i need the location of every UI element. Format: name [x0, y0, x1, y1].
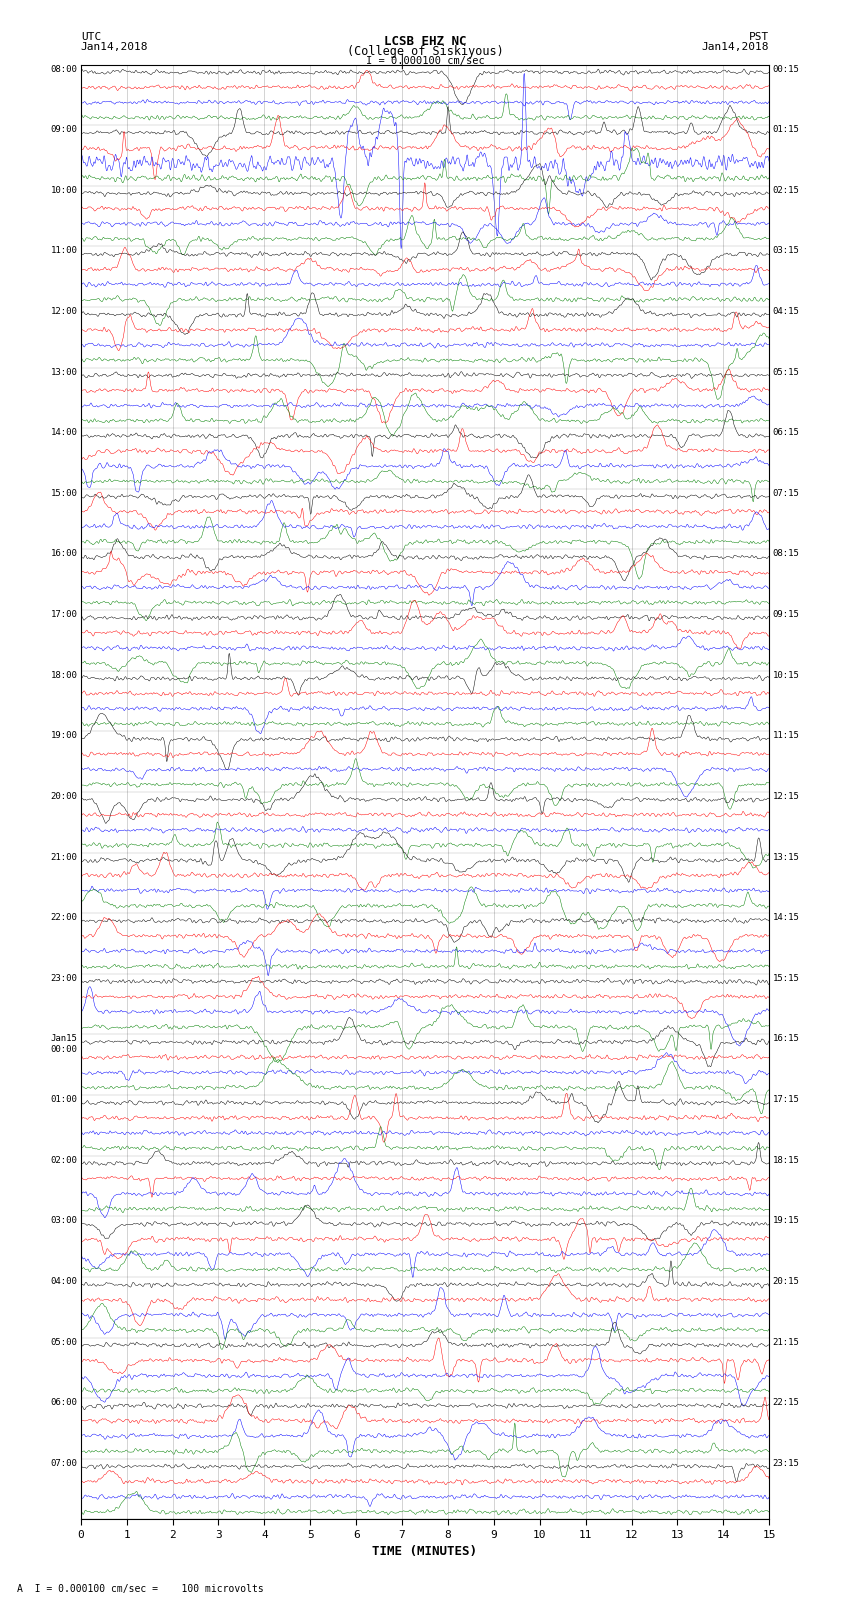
Text: 16:00: 16:00: [50, 550, 77, 558]
Text: 13:15: 13:15: [773, 853, 800, 861]
Text: (College of Siskiyous): (College of Siskiyous): [347, 45, 503, 58]
Text: 12:00: 12:00: [50, 306, 77, 316]
Text: 15:00: 15:00: [50, 489, 77, 498]
Text: I = 0.000100 cm/sec: I = 0.000100 cm/sec: [366, 56, 484, 66]
Text: 01:15: 01:15: [773, 126, 800, 134]
Text: Jan14,2018: Jan14,2018: [702, 42, 769, 52]
Text: 02:15: 02:15: [773, 185, 800, 195]
Text: 22:15: 22:15: [773, 1398, 800, 1407]
Text: Jan15
00:00: Jan15 00:00: [50, 1034, 77, 1053]
Text: 18:15: 18:15: [773, 1155, 800, 1165]
Text: 07:00: 07:00: [50, 1458, 77, 1468]
Text: 21:00: 21:00: [50, 853, 77, 861]
Text: 19:15: 19:15: [773, 1216, 800, 1226]
Text: 15:15: 15:15: [773, 974, 800, 982]
Text: 09:15: 09:15: [773, 610, 800, 619]
Text: 06:15: 06:15: [773, 427, 800, 437]
Text: 06:00: 06:00: [50, 1398, 77, 1407]
Text: LCSB EHZ NC: LCSB EHZ NC: [383, 35, 467, 48]
Text: 10:00: 10:00: [50, 185, 77, 195]
Text: 03:15: 03:15: [773, 247, 800, 255]
Text: 17:00: 17:00: [50, 610, 77, 619]
Text: 04:00: 04:00: [50, 1277, 77, 1286]
Text: 20:15: 20:15: [773, 1277, 800, 1286]
Text: 11:15: 11:15: [773, 731, 800, 740]
Text: PST: PST: [749, 32, 769, 42]
Text: ▏: ▏: [401, 53, 408, 69]
Text: 14:00: 14:00: [50, 427, 77, 437]
Text: 05:15: 05:15: [773, 368, 800, 376]
Text: 16:15: 16:15: [773, 1034, 800, 1044]
Text: 18:00: 18:00: [50, 671, 77, 679]
Text: 13:00: 13:00: [50, 368, 77, 376]
Text: 03:00: 03:00: [50, 1216, 77, 1226]
Text: 00:15: 00:15: [773, 65, 800, 74]
Text: 19:00: 19:00: [50, 731, 77, 740]
Text: 02:00: 02:00: [50, 1155, 77, 1165]
Text: 23:00: 23:00: [50, 974, 77, 982]
Text: A  I = 0.000100 cm/sec =    100 microvolts: A I = 0.000100 cm/sec = 100 microvolts: [17, 1584, 264, 1594]
Text: 08:15: 08:15: [773, 550, 800, 558]
Text: 14:15: 14:15: [773, 913, 800, 923]
Text: 11:00: 11:00: [50, 247, 77, 255]
Text: 21:15: 21:15: [773, 1337, 800, 1347]
Text: 07:15: 07:15: [773, 489, 800, 498]
Text: Jan14,2018: Jan14,2018: [81, 42, 148, 52]
Text: UTC: UTC: [81, 32, 101, 42]
Text: 05:00: 05:00: [50, 1337, 77, 1347]
Text: 20:00: 20:00: [50, 792, 77, 802]
Text: 23:15: 23:15: [773, 1458, 800, 1468]
Text: 12:15: 12:15: [773, 792, 800, 802]
Text: 10:15: 10:15: [773, 671, 800, 679]
Text: 01:00: 01:00: [50, 1095, 77, 1103]
Text: 08:00: 08:00: [50, 65, 77, 74]
Text: 04:15: 04:15: [773, 306, 800, 316]
Text: 22:00: 22:00: [50, 913, 77, 923]
Text: 09:00: 09:00: [50, 126, 77, 134]
X-axis label: TIME (MINUTES): TIME (MINUTES): [372, 1545, 478, 1558]
Text: 17:15: 17:15: [773, 1095, 800, 1103]
